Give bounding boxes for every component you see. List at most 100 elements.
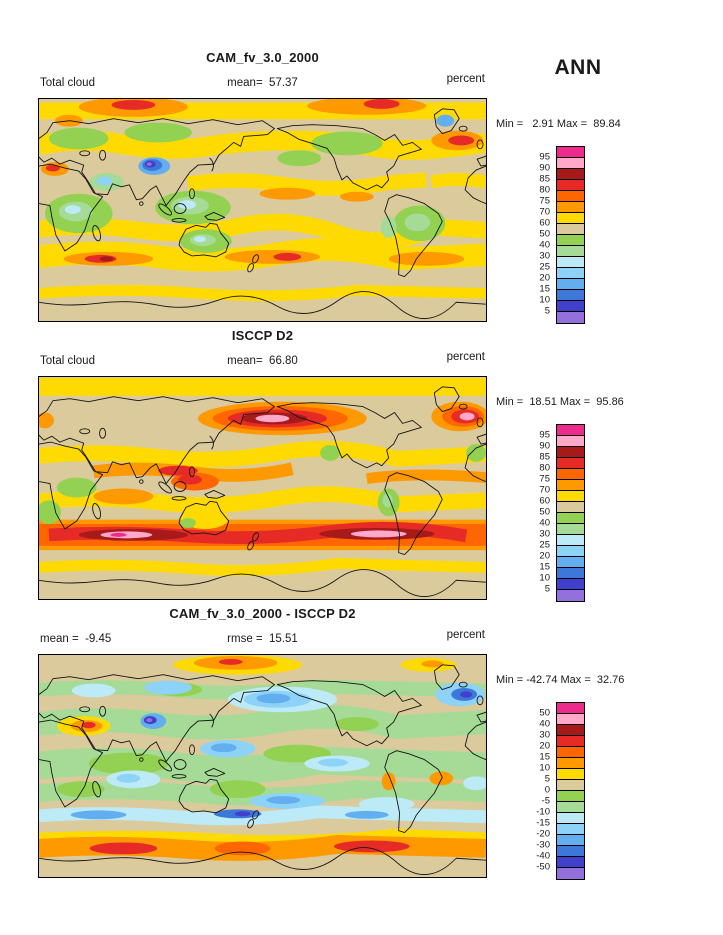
colorbar-tick-label: 90 [539, 440, 550, 452]
minmax-label: Min = -42.74 Max = 32.76 [496, 674, 625, 686]
colorbar-swatch [557, 191, 584, 202]
colorbar-tick-label: -30 [536, 839, 550, 851]
colorbar-swatch [557, 301, 584, 312]
world-map-art [39, 377, 486, 599]
colorbar-tick-label: 15 [539, 283, 550, 295]
panel-label-row: Total cloud mean= 57.37 percent [38, 73, 487, 92]
colorbar-swatches [556, 146, 585, 324]
colorbar-tick-label: -10 [536, 806, 550, 818]
colorbar-swatch [557, 246, 584, 257]
colorbar-swatch [557, 502, 584, 513]
colorbar-tick-label: -15 [536, 817, 550, 829]
mean-label: mean= 57.37 [227, 77, 298, 89]
colorbar-tick-label: 95 [539, 151, 550, 163]
panel-title: CAM_fv_3.0_2000 [206, 50, 319, 65]
colorbar-tick-label: 80 [539, 462, 550, 474]
colorbar-swatch [557, 725, 584, 736]
mean-label: mean = -9.45 [40, 633, 112, 645]
colorbar-swatch [557, 436, 584, 447]
panel-cam-model: CAM_fv_3.0_2000 Total cloud mean= 57.37 … [0, 46, 723, 326]
colorbar-tick-label: 90 [539, 162, 550, 174]
colorbar-swatch [557, 835, 584, 846]
colorbar-swatch [557, 447, 584, 458]
colorbar-swatch [557, 703, 584, 714]
map-cam-model [38, 98, 487, 322]
colorbar-swatch [557, 590, 584, 601]
map-difference [38, 654, 487, 878]
colorbar-swatch [557, 714, 584, 725]
colorbar-swatch [557, 279, 584, 290]
units-label: percent [446, 351, 485, 363]
colorbar-swatch [557, 846, 584, 857]
colorbar-swatch [557, 868, 584, 879]
colorbar-tick-label: 5 [544, 773, 550, 785]
colorbar-swatch [557, 257, 584, 268]
world-map-art [39, 99, 486, 321]
panel-label-row: mean = -9.45 rmse = 15.51 percent [38, 629, 487, 648]
units-label: percent [446, 629, 485, 641]
units-label: percent [446, 73, 485, 85]
colorbar-swatch [557, 202, 584, 213]
colorbar-tick-label: 20 [539, 272, 550, 284]
mean-label: mean= 66.80 [227, 355, 298, 367]
colorbar-tick-label: 15 [539, 751, 550, 763]
colorbar-tick-label: 95 [539, 429, 550, 441]
world-map-art [39, 655, 486, 877]
rmse-label: rmse = 15.51 [227, 633, 298, 645]
map-isccp-d2 [38, 376, 487, 600]
colorbar-swatch [557, 546, 584, 557]
colorbar-swatch [557, 491, 584, 502]
colorbar-tick-label: 0 [544, 784, 550, 796]
colorbar-tick-label: 30 [539, 729, 550, 741]
colorbar-swatch [557, 290, 584, 301]
colorbar-tick-label: 50 [539, 228, 550, 240]
colorbar-tick-label: 85 [539, 451, 550, 463]
colorbar-tick-label: -5 [541, 795, 550, 807]
colorbar-swatch [557, 736, 584, 747]
colorbar-swatch [557, 147, 584, 158]
colorbar-tick-label: 50 [539, 707, 550, 719]
minmax-label: Min = 2.91 Max = 89.84 [496, 118, 621, 130]
colorbar-swatch [557, 780, 584, 791]
colorbar-tick-label: 50 [539, 506, 550, 518]
colorbar-swatch [557, 235, 584, 246]
colorbar-tick-label: 85 [539, 173, 550, 185]
minmax-label: Min = 18.51 Max = 95.86 [496, 396, 624, 408]
panel-title: CAM_fv_3.0_2000 - ISCCP D2 [169, 606, 356, 621]
colorbar-tick-label: 25 [539, 261, 550, 273]
colorbar-tick-labels: 50 40 30 20 15 10 5 0 -5 -10 -15 -20 -30 -40 -50 [504, 702, 556, 878]
colorbar-swatch [557, 791, 584, 802]
colorbar-swatch [557, 213, 584, 224]
colorbar-tick-label: 30 [539, 250, 550, 262]
colorbar-swatch [557, 747, 584, 758]
colorbar-tick-label: 10 [539, 572, 550, 584]
colorbar-swatches [556, 424, 585, 602]
panel-difference: CAM_fv_3.0_2000 - ISCCP D2 mean = -9.45 … [0, 602, 723, 882]
colorbar-tick-label: 10 [539, 762, 550, 774]
colorbar-swatches [556, 702, 585, 880]
colorbar-swatch [557, 824, 584, 835]
colorbar-swatch [557, 469, 584, 480]
colorbar-swatch [557, 813, 584, 824]
colorbar-swatch [557, 524, 584, 535]
panel-label-row: Total cloud mean= 66.80 percent [38, 351, 487, 370]
colorbar-swatch [557, 458, 584, 469]
colorbar-swatch [557, 425, 584, 436]
colorbar: 95 90 85 80 75 70 60 50 40 30 25 20 15 10 5 [504, 146, 585, 324]
colorbar-tick-label: 80 [539, 184, 550, 196]
colorbar-tick-label: 20 [539, 550, 550, 562]
colorbar-tick-label: -20 [536, 828, 550, 840]
colorbar-tick-label: -40 [536, 850, 550, 862]
colorbar-tick-label: 40 [539, 718, 550, 730]
colorbar-tick-label: 5 [544, 583, 550, 595]
colorbar-tick-label: 15 [539, 561, 550, 573]
colorbar-tick-labels: 95 90 85 80 75 70 60 50 40 30 25 20 15 10 5 [504, 146, 556, 322]
variable-label: Total cloud [40, 355, 95, 367]
panel-isccp-d2: ISCCP D2 Total cloud mean= 66.80 percent [0, 324, 723, 604]
colorbar: 50 40 30 20 15 10 5 0 -5 -10 -15 -20 -30 -40 -50 [504, 702, 585, 880]
colorbar-swatch [557, 802, 584, 813]
colorbar-swatch [557, 268, 584, 279]
colorbar-swatch [557, 180, 584, 191]
colorbar-swatch [557, 758, 584, 769]
